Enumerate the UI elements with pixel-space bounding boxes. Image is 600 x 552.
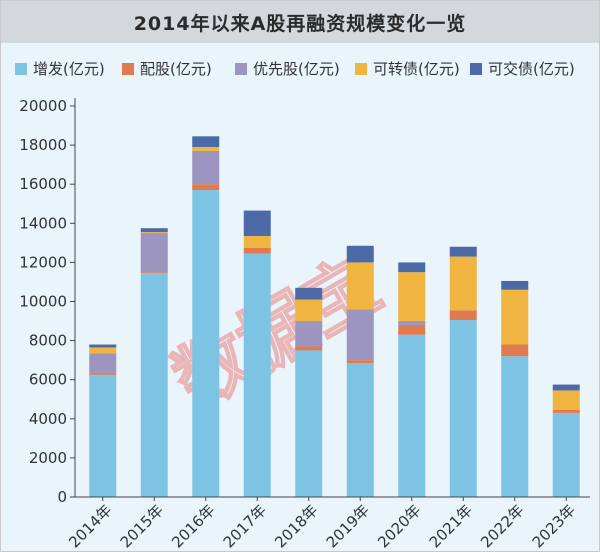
x-tick-label: 2019年 <box>323 501 373 551</box>
legend-label-2: 配股(亿元) <box>140 60 212 78</box>
legend-label-3: 优先股(亿元) <box>253 60 340 78</box>
bar-2014年-series-1 <box>89 374 117 497</box>
y-tick-label: 6000 <box>29 371 67 389</box>
bar-2014年-series-4 <box>89 347 117 354</box>
bar-2017年-series-1 <box>243 253 271 497</box>
bar-2015年-series-3 <box>140 233 168 273</box>
bar-2020年-series-3 <box>398 321 426 325</box>
bar-2015年-series-5 <box>140 228 168 233</box>
y-tick-label: 16000 <box>19 175 67 193</box>
bar-2021年-series-5 <box>449 246 477 257</box>
bar-2023年-series-1 <box>552 412 580 497</box>
bar-2017年-series-5 <box>243 210 271 237</box>
x-tick-label: 2018年 <box>271 501 321 551</box>
bar-2023年-series-5 <box>552 384 580 391</box>
bar-2022年-series-4 <box>501 289 529 345</box>
x-tick-label: 2016年 <box>168 501 218 551</box>
x-tick-label: 2015年 <box>117 501 167 551</box>
bar-2019年-series-4 <box>346 262 374 310</box>
bar-2015年-series-2 <box>140 272 168 274</box>
bar-2018年-series-3 <box>295 321 323 347</box>
y-tick-label: 0 <box>57 488 67 506</box>
legend: 增发(亿元) 配股(亿元) 优先股(亿元) 可转债(亿元) 可交债(亿元) <box>15 60 575 78</box>
bar-2023年-series-4 <box>552 390 580 411</box>
x-tick-label: 2020年 <box>374 501 424 551</box>
bar-2016年-series-1 <box>192 190 220 497</box>
y-tick-label: 10000 <box>19 293 67 311</box>
bar-2022年-series-5 <box>501 280 529 290</box>
bar-2019年-series-3 <box>346 309 374 361</box>
chart-title: 2014年以来A股再融资规模变化一览 <box>133 12 467 35</box>
bar-2022年-series-1 <box>501 356 529 497</box>
bar-2019年-series-2 <box>346 360 374 364</box>
legend-swatch-5 <box>470 63 482 75</box>
bar-2023年-series-2 <box>552 410 580 413</box>
legend-label-4: 可转债(亿元) <box>373 60 460 78</box>
bar-2015年-series-4 <box>140 232 168 234</box>
bar-2014年-series-3 <box>89 353 117 373</box>
bar-2022年-series-2 <box>501 344 529 357</box>
bar-2016年-series-5 <box>192 136 220 148</box>
bar-2017年-series-2 <box>243 247 271 254</box>
bar-2016年-series-2 <box>192 184 220 191</box>
x-tick-label: 2023年 <box>529 501 579 551</box>
legend-swatch-3 <box>235 63 247 75</box>
bar-2018年-series-4 <box>295 299 323 322</box>
bar-2020年-series-4 <box>398 272 426 322</box>
bar-2014年-series-5 <box>89 344 117 348</box>
bar-2021年-series-2 <box>449 310 477 321</box>
y-tick-label: 18000 <box>19 136 67 154</box>
y-tick-label: 20000 <box>19 97 67 115</box>
bar-2019年-series-5 <box>346 245 374 263</box>
title-bar: 2014年以来A股再融资规模变化一览 <box>1 1 599 43</box>
y-tick-label: 2000 <box>29 449 67 467</box>
bar-2017年-series-4 <box>243 236 271 248</box>
bar-2016年-series-3 <box>192 150 220 185</box>
bar-2015年-series-1 <box>140 273 168 497</box>
legend-label-1: 增发(亿元) <box>33 60 105 78</box>
bar-2020年-series-2 <box>398 324 426 335</box>
legend-swatch-4 <box>355 63 367 75</box>
bar-2018年-series-5 <box>295 287 323 300</box>
x-tick-label: 2017年 <box>220 501 270 551</box>
legend-swatch-1 <box>15 63 27 75</box>
bar-layer <box>89 136 580 497</box>
bar-2019年-series-1 <box>346 363 374 497</box>
bar-2018年-series-1 <box>295 350 323 497</box>
bar-2018年-series-2 <box>295 346 323 351</box>
bar-2021年-series-1 <box>449 320 477 497</box>
bar-2014年-series-2 <box>89 372 117 375</box>
y-tick-label: 14000 <box>19 214 67 232</box>
x-tick-label: 2021年 <box>426 501 476 551</box>
bar-2020年-series-5 <box>398 262 426 273</box>
legend-swatch-2 <box>122 63 134 75</box>
y-tick-label: 4000 <box>29 410 67 428</box>
x-tick-label: 2014年 <box>65 501 115 551</box>
bar-2021年-series-4 <box>449 256 477 311</box>
legend-label-5: 可交债(亿元) <box>488 60 575 78</box>
y-tick-label: 12000 <box>19 253 67 271</box>
x-tick-label: 2022年 <box>477 501 527 551</box>
y-tick-label: 8000 <box>29 332 67 350</box>
bar-2016年-series-4 <box>192 147 220 151</box>
bar-2020年-series-1 <box>398 334 426 497</box>
